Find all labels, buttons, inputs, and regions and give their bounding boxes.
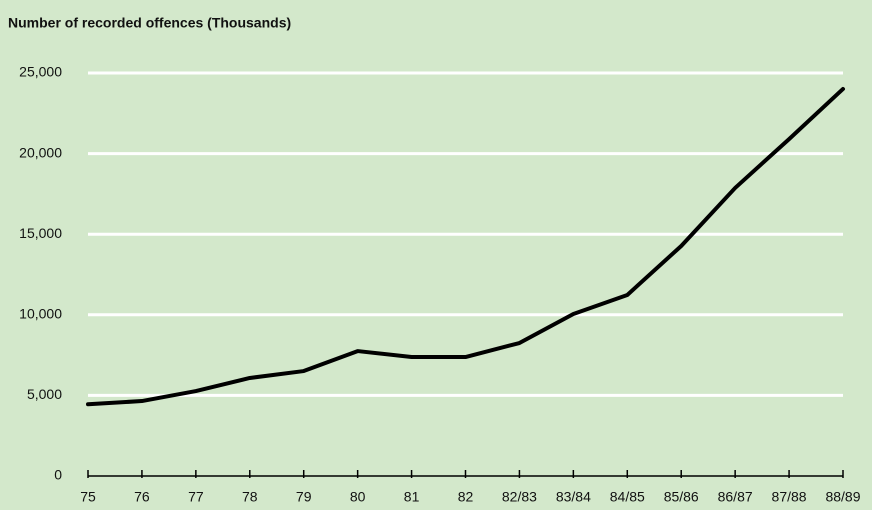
x-tick-label: 77	[188, 489, 204, 505]
y-tick-label: 20,000	[19, 144, 62, 160]
x-tick-label: 87/88	[772, 489, 807, 505]
x-tick-label: 75	[80, 489, 96, 505]
x-tick-label: 82/83	[502, 489, 537, 505]
x-tick-label: 86/87	[718, 489, 753, 505]
line-series	[86, 86, 845, 407]
y-tick-label: 5,000	[27, 386, 62, 402]
x-tick-label: 83/84	[556, 489, 591, 505]
x-tick-label: 76	[134, 489, 150, 505]
y-tick-label: 10,000	[19, 306, 62, 322]
x-tick-label: 88/89	[825, 489, 860, 505]
x-tick-label: 81	[404, 489, 420, 505]
x-tick-label: 85/86	[664, 489, 699, 505]
chart-title: Number of recorded offences (Thousands)	[8, 15, 291, 31]
y-tick-label: 0	[54, 467, 62, 483]
x-tick-label: 79	[296, 489, 312, 505]
x-tick-label: 84/85	[610, 489, 645, 505]
x-tick-label: 82	[458, 489, 474, 505]
x-tick-label: 80	[350, 489, 366, 505]
y-tick-label: 15,000	[19, 225, 62, 241]
x-tick-label: 78	[242, 489, 258, 505]
y-tick-label: 25,000	[19, 64, 62, 80]
